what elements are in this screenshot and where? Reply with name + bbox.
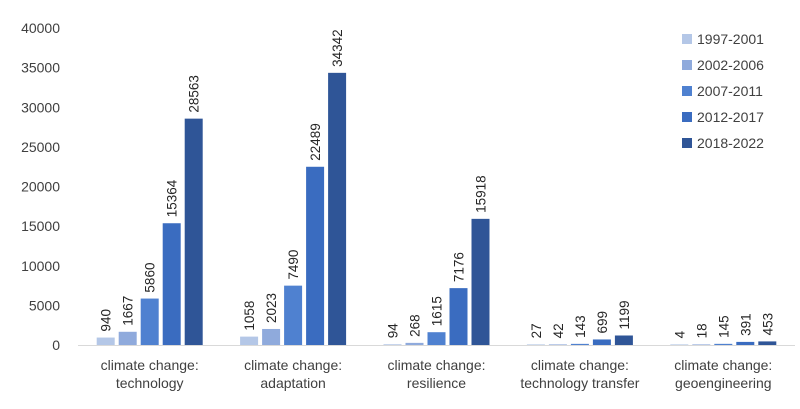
data-label: 4 xyxy=(672,330,687,338)
bar xyxy=(162,223,181,345)
data-label: 453 xyxy=(760,313,775,336)
category-label: technology transfer xyxy=(520,375,639,391)
legend-swatch xyxy=(682,60,692,70)
bar xyxy=(758,341,777,345)
bar xyxy=(670,344,689,345)
bar xyxy=(592,339,611,345)
x-axis: climate change: technology climate change:… xyxy=(101,357,773,391)
bar xyxy=(284,285,303,345)
data-label: 1058 xyxy=(242,301,257,331)
category-label: climate change: xyxy=(101,357,199,373)
y-tick-label: 20000 xyxy=(21,179,60,195)
bar xyxy=(240,336,259,345)
bar xyxy=(736,341,755,345)
y-axis: 0 5000 10000 15000 20000 25000 30000 35000 40000 xyxy=(21,20,60,353)
y-tick-label: 30000 xyxy=(21,99,60,115)
data-label: 7490 xyxy=(286,250,301,280)
category-label: technology xyxy=(116,375,184,391)
data-label: 940 xyxy=(99,309,114,332)
data-label: 42 xyxy=(551,323,566,338)
data-labels: 940 1667 5860 15364 28563 1058 2023 7490 22489 34… xyxy=(99,29,776,338)
data-label: 34342 xyxy=(330,29,345,67)
bar xyxy=(140,298,159,345)
data-label: 94 xyxy=(386,323,401,339)
bar xyxy=(118,331,137,345)
bar xyxy=(471,218,490,345)
category-label: climate change: xyxy=(531,357,629,373)
y-tick-label: 15000 xyxy=(21,218,60,234)
category-label: geoengineering xyxy=(675,375,772,391)
category-label: climate change: xyxy=(244,357,342,373)
category-label: climate change: xyxy=(674,357,772,373)
bar xyxy=(570,343,589,345)
data-label: 5860 xyxy=(143,263,158,293)
bar xyxy=(692,344,711,345)
data-label: 15364 xyxy=(165,179,180,217)
bar xyxy=(427,332,446,345)
bar xyxy=(548,344,567,345)
bar xyxy=(614,335,633,345)
data-label: 143 xyxy=(573,315,588,338)
y-tick-label: 35000 xyxy=(21,60,60,76)
data-label: 7176 xyxy=(452,252,467,282)
data-label: 1667 xyxy=(121,296,136,326)
data-label: 27 xyxy=(529,323,544,338)
data-label: 15918 xyxy=(474,175,489,213)
legend-label: 2007-2011 xyxy=(697,83,763,99)
bar xyxy=(262,328,281,345)
y-tick-label: 10000 xyxy=(21,258,60,274)
plot-area xyxy=(96,72,777,346)
bar xyxy=(96,337,115,345)
bar xyxy=(714,343,733,345)
bar xyxy=(449,288,468,345)
legend-swatch xyxy=(682,138,692,148)
legend: 1997-2001 2002-2006 2007-2011 2012-2017 2018… xyxy=(682,31,764,151)
data-label: 391 xyxy=(738,313,753,336)
data-label: 22489 xyxy=(308,123,323,161)
category-label: climate change: xyxy=(387,357,485,373)
data-label: 145 xyxy=(716,315,731,338)
legend-swatch xyxy=(682,112,692,122)
data-label: 1615 xyxy=(430,296,445,326)
data-label: 1199 xyxy=(617,300,632,329)
y-tick-label: 25000 xyxy=(21,139,60,155)
y-tick-label: 0 xyxy=(52,337,60,353)
y-tick-label: 40000 xyxy=(21,20,60,36)
bar xyxy=(405,342,424,345)
data-label: 18 xyxy=(694,323,709,338)
data-label: 268 xyxy=(408,314,423,337)
legend-label: 1997-2001 xyxy=(697,31,764,47)
y-tick-label: 5000 xyxy=(29,297,60,313)
bar xyxy=(526,344,545,345)
bar xyxy=(184,118,203,346)
bar xyxy=(383,344,402,345)
legend-label: 2018-2022 xyxy=(697,135,764,151)
legend-label: 2012-2017 xyxy=(697,109,764,125)
category-label: resilience xyxy=(407,375,466,391)
bar xyxy=(328,72,347,345)
legend-swatch xyxy=(682,34,692,44)
category-label: adaptation xyxy=(260,375,325,391)
data-label: 699 xyxy=(595,311,610,334)
legend-label: 2002-2006 xyxy=(697,57,764,73)
bar xyxy=(306,166,325,345)
legend-swatch xyxy=(682,86,692,96)
data-label: 28563 xyxy=(187,75,202,113)
data-label: 2023 xyxy=(264,293,279,323)
